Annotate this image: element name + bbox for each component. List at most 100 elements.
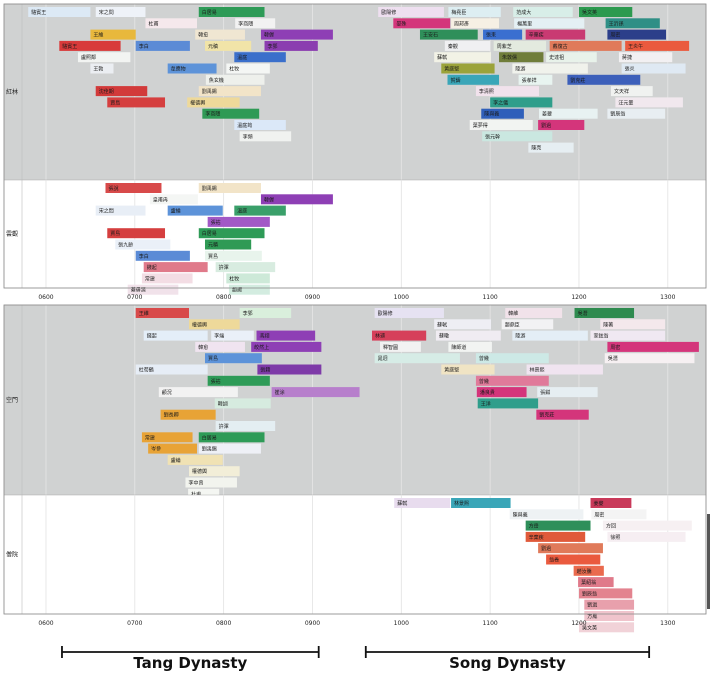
- timeline-bar-2-2-8: [602, 520, 692, 531]
- bar-label-2-1-39: 王洋: [481, 400, 491, 407]
- timeline-bar-1-1-61: [607, 108, 666, 119]
- bar-label-1-1-46: 張孝祥: [522, 77, 537, 84]
- bar-label-1-1-49: 陳亮: [531, 145, 541, 152]
- bar-label-2-2-8: 方回: [606, 523, 616, 530]
- timeline-bar-2-1-32: [604, 353, 695, 364]
- bar-label-1-1-29: 王安石: [423, 32, 438, 39]
- bar-label-1-1-51: 史達祖: [549, 54, 564, 61]
- timeline-bar-2-2-14: [578, 588, 633, 599]
- timeline-bar-1-1-31: [434, 52, 492, 63]
- timeline-bar-2-2-7: [525, 531, 586, 542]
- timeline-bar-2-1-28: [607, 341, 699, 352]
- bar-label-2-1-22: 杜荀鶴: [139, 367, 154, 374]
- scrollbar: [707, 514, 710, 609]
- bar-label-2-1-45: 李中曾: [188, 480, 203, 487]
- timeline-bar-2-1-30: [214, 398, 271, 409]
- bar-label-2-1-23: 張祜: [211, 378, 221, 385]
- bar-label-1-2-19: 杜牧: [229, 275, 239, 282]
- timeline-bar-2-1-2: [189, 319, 240, 330]
- x-tick-label-1-1: 0600: [38, 294, 53, 301]
- bar-label-1-1-33: 周邦彥: [454, 20, 469, 27]
- bar-label-2-2-12: 趙汝騰: [577, 568, 592, 575]
- bar-label-1-1-22: 李商隱: [205, 111, 220, 118]
- timeline-bar-1-1-39: [493, 40, 547, 51]
- x-tick-label-2-6: 1100: [482, 620, 497, 627]
- timeline-bar-1-2-14: [143, 262, 208, 273]
- bar-label-1-2-4: 韓偓: [264, 196, 274, 203]
- bar-label-2-1-28: 周密: [610, 344, 620, 351]
- bar-label-2-1-46: 杜甫: [191, 491, 201, 498]
- timeline-bar-1-1-14: [90, 63, 114, 74]
- timeline-bar-1-1-47: [525, 29, 586, 40]
- bar-label-1-1-26: 歐陽修: [381, 9, 396, 16]
- timeline-bar-2-2-10: [607, 531, 686, 542]
- timeline-bar-2-1-10: [256, 330, 316, 341]
- bar-label-1-2-9: 白居易: [202, 230, 217, 237]
- timeline-bar-1-1-23: [226, 63, 270, 74]
- timeline-bar-1-1-52: [549, 40, 622, 51]
- timeline-bar-2-1-37: [526, 364, 603, 375]
- timeline-bar-2-1-35: [271, 387, 360, 398]
- timeline-bar-1-1-42: [482, 131, 553, 142]
- timeline-bar-2-1-31: [475, 375, 549, 386]
- bar-label-2-1-5: 蘇軾: [437, 321, 447, 328]
- bar-label-2-2-13: 葉紹翁: [581, 579, 596, 586]
- timeline-bar-2-1-21: [590, 330, 666, 341]
- bar-label-1-1-24: 溫庭筠: [237, 122, 252, 129]
- bar-label-2-2-4: 姜夔: [594, 500, 604, 507]
- bar-label-1-2-14: 錢起: [147, 264, 157, 271]
- timeline-bar-2-1-38: [141, 432, 193, 443]
- timeline-bar-1-2-13: [204, 250, 262, 261]
- bar-label-1-1-42: 張元幹: [485, 133, 500, 140]
- timeline-bar-2-2-13: [578, 577, 614, 588]
- timeline-bar-1-2-4: [260, 194, 333, 205]
- timeline-bar-2-2-6: [591, 509, 647, 520]
- bar-label-2-1-1: 王維: [139, 310, 149, 317]
- timeline-bar-1-1-13: [234, 52, 286, 63]
- timeline-bar-2-1-42: [167, 454, 223, 465]
- bar-label-2-1-34: 許渾: [219, 423, 229, 430]
- timeline-bar-1-1-29: [419, 29, 478, 40]
- timeline-bar-1-1-36: [475, 86, 539, 97]
- timeline-bar-1-1-28: [448, 7, 501, 17]
- timeline-bar-1-1-50: [538, 120, 585, 130]
- bar-label-1-1-28: 梅堯臣: [451, 9, 466, 16]
- bar-label-1-1-14: 王勃: [93, 66, 103, 73]
- x-tick-label-2-7: 1200: [571, 620, 586, 627]
- panel-2-border: [3, 304, 707, 615]
- timeline-bar-1-2-9: [198, 228, 265, 239]
- bar-label-1-1-50: 劉過: [541, 122, 551, 129]
- timeline-bar-1-2-5: [95, 205, 146, 216]
- bar-label-1-2-10: 張九齡: [118, 242, 133, 249]
- bar-label-2-1-11: 林逋: [375, 333, 385, 340]
- bar-label-2-1-47: 白居易: [202, 434, 217, 441]
- bar-label-1-1-55: 劉克莊: [570, 77, 585, 84]
- timeline-bar-2-2-3: [509, 509, 584, 520]
- bar-label-2-2-3: 陳與義: [513, 511, 528, 518]
- bar-label-2-1-43: 劉克莊: [539, 412, 554, 419]
- bar-label-1-1-23: 杜牧: [229, 66, 239, 73]
- bar-label-2-1-19: 陳師道: [451, 344, 466, 351]
- x-tick-label-1-6: 1100: [482, 294, 497, 301]
- bar-label-1-2-6: 盧綸: [171, 208, 181, 215]
- bar-label-1-1-54: 王沂孫: [609, 20, 624, 27]
- timeline-bar-2-1-40: [148, 443, 197, 454]
- bar-label-1-2-17: 溫庭: [237, 208, 247, 215]
- timeline-bar-2-1-3: [239, 308, 292, 318]
- bar-label-1-1-12: 盧照鄰: [81, 54, 96, 61]
- bar-label-2-2-14: 劉辰翁: [582, 590, 597, 597]
- timeline-bar-2-1-39: [477, 398, 539, 409]
- bar-label-1-1-15: 韋應物: [171, 66, 186, 73]
- bar-label-1-1-58: 張炎: [625, 67, 635, 73]
- timeline-bar-1-1-8: [260, 29, 333, 40]
- timeline-bar-1-1-60: [615, 97, 683, 108]
- bar-label-1-1-38: 陳與義: [484, 111, 499, 118]
- bar-label-1-1-10: 李白: [139, 43, 149, 50]
- timeline-bar-1-1-11: [204, 40, 252, 51]
- timeline-bar-2-2-11: [546, 554, 601, 565]
- timeline-bar-1-1-12: [77, 52, 131, 63]
- timeline-bar-1-2-6: [167, 205, 223, 216]
- timeline-bar-1-2-17: [234, 205, 286, 216]
- timeline-bar-1-1-62: [625, 40, 690, 51]
- bar-label-1-1-7: 韓愈: [198, 32, 208, 39]
